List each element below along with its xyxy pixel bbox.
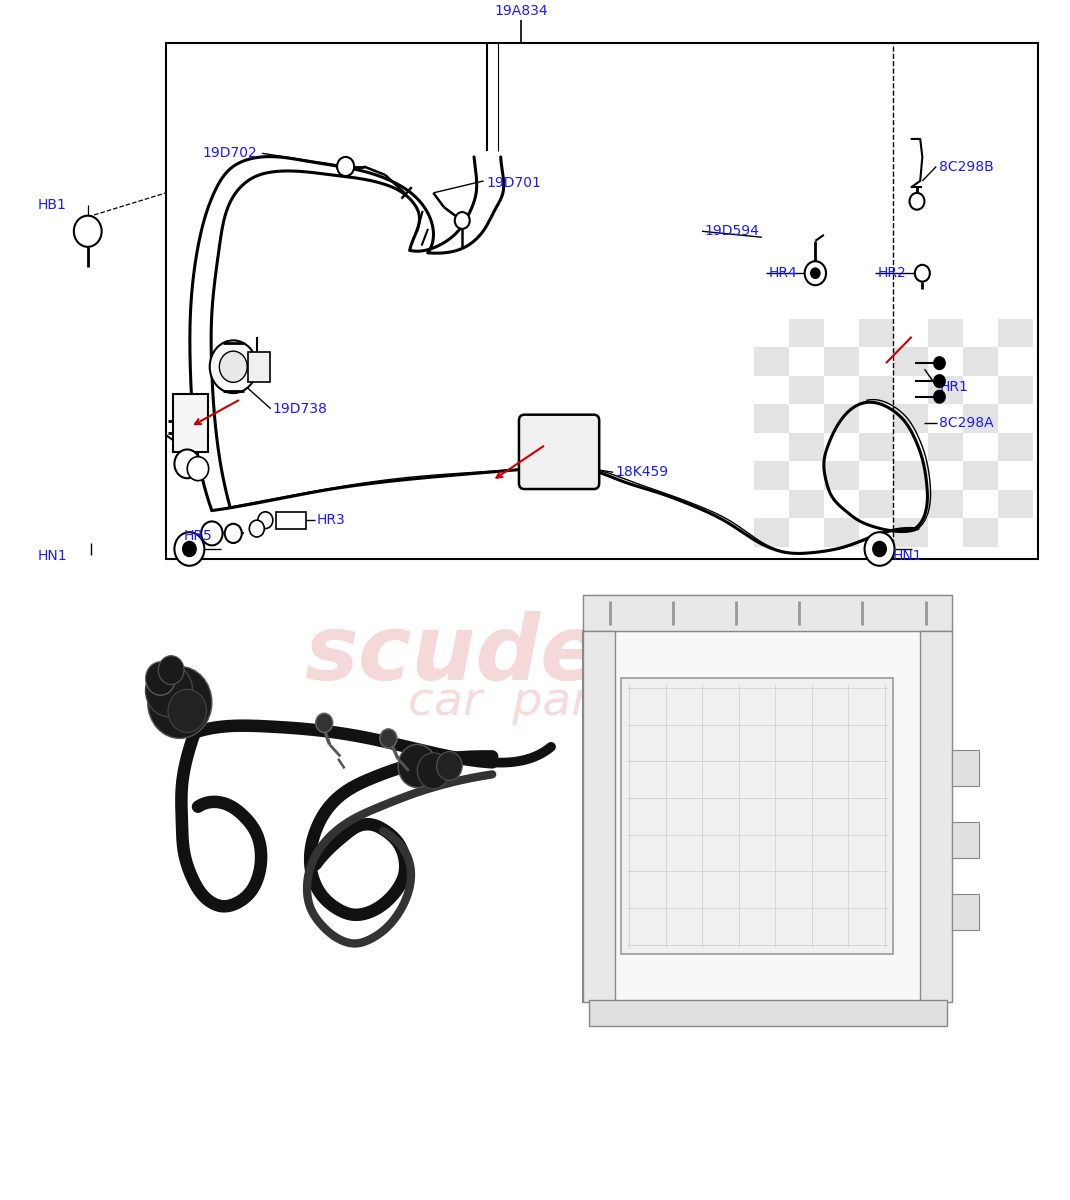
Text: HR3: HR3 <box>317 514 346 527</box>
Text: 19D594: 19D594 <box>704 224 759 239</box>
Bar <box>789 490 824 518</box>
Text: HR5: HR5 <box>184 529 213 542</box>
Text: 18K459: 18K459 <box>615 466 669 479</box>
Circle shape <box>455 212 470 229</box>
Bar <box>893 347 928 376</box>
Bar <box>952 894 979 930</box>
Circle shape <box>934 391 945 403</box>
Circle shape <box>811 269 820 278</box>
Bar <box>824 461 858 490</box>
Bar <box>166 43 1038 558</box>
Bar <box>928 319 963 347</box>
Bar <box>997 433 1033 461</box>
Circle shape <box>174 450 200 479</box>
Circle shape <box>187 457 209 481</box>
Polygon shape <box>583 594 952 630</box>
Bar <box>920 630 952 1002</box>
Circle shape <box>934 358 945 370</box>
Circle shape <box>158 655 184 684</box>
Circle shape <box>380 728 397 748</box>
Text: 8C298B: 8C298B <box>939 160 994 174</box>
Text: 8C298A: 8C298A <box>939 416 994 430</box>
Circle shape <box>873 541 886 556</box>
Bar <box>824 347 858 376</box>
Bar <box>621 678 893 954</box>
Bar <box>997 490 1033 518</box>
Circle shape <box>915 265 930 282</box>
Circle shape <box>225 524 242 542</box>
Bar <box>997 319 1033 347</box>
Circle shape <box>417 752 449 788</box>
Bar <box>754 461 789 490</box>
Circle shape <box>805 262 826 286</box>
Bar <box>754 404 789 433</box>
Bar <box>928 433 963 461</box>
Text: scuderia: scuderia <box>304 611 738 698</box>
Circle shape <box>74 216 102 247</box>
Bar <box>789 433 824 461</box>
Text: HN1: HN1 <box>37 550 67 563</box>
Circle shape <box>174 532 204 565</box>
Text: 19D701: 19D701 <box>487 176 541 191</box>
Circle shape <box>934 376 945 388</box>
Circle shape <box>258 512 273 528</box>
Bar <box>789 376 824 404</box>
Text: HN1: HN1 <box>892 550 922 563</box>
Bar <box>583 630 952 1002</box>
Bar <box>858 376 893 404</box>
Bar <box>963 347 997 376</box>
Bar <box>789 319 824 347</box>
Text: 19D702: 19D702 <box>202 146 257 161</box>
Circle shape <box>168 689 207 732</box>
Bar <box>893 461 928 490</box>
Bar <box>928 490 963 518</box>
Bar <box>858 319 893 347</box>
Text: 19D738: 19D738 <box>273 402 327 415</box>
Bar <box>824 404 858 433</box>
Bar <box>858 433 893 461</box>
Bar <box>754 347 789 376</box>
Circle shape <box>437 751 462 780</box>
Bar <box>893 404 928 433</box>
Text: car  parts: car parts <box>408 680 635 725</box>
FancyBboxPatch shape <box>519 415 599 490</box>
Circle shape <box>148 666 212 738</box>
Circle shape <box>146 664 193 716</box>
Text: 19A834: 19A834 <box>494 4 548 18</box>
Text: HR2: HR2 <box>877 266 906 281</box>
Bar <box>754 518 789 546</box>
Bar <box>928 376 963 404</box>
Bar <box>276 512 306 528</box>
Bar <box>952 750 979 786</box>
Circle shape <box>146 661 175 695</box>
Bar <box>858 490 893 518</box>
Circle shape <box>337 157 354 176</box>
Bar <box>952 822 979 858</box>
Bar <box>963 404 997 433</box>
Circle shape <box>219 352 247 383</box>
Circle shape <box>316 713 333 732</box>
Text: HB1: HB1 <box>37 198 66 212</box>
Bar <box>583 630 615 1002</box>
Text: HR4: HR4 <box>768 266 797 281</box>
Circle shape <box>910 193 924 210</box>
Circle shape <box>865 532 895 565</box>
Bar <box>963 461 997 490</box>
Circle shape <box>210 341 257 394</box>
Bar <box>824 518 858 546</box>
Circle shape <box>249 521 264 536</box>
Circle shape <box>183 541 196 556</box>
Circle shape <box>201 522 223 545</box>
Bar <box>963 518 997 546</box>
Bar <box>173 395 208 452</box>
Bar <box>588 1000 947 1026</box>
Bar <box>893 518 928 546</box>
Bar <box>248 353 270 383</box>
Circle shape <box>398 744 437 787</box>
Bar <box>997 376 1033 404</box>
Text: HR1: HR1 <box>939 380 968 394</box>
